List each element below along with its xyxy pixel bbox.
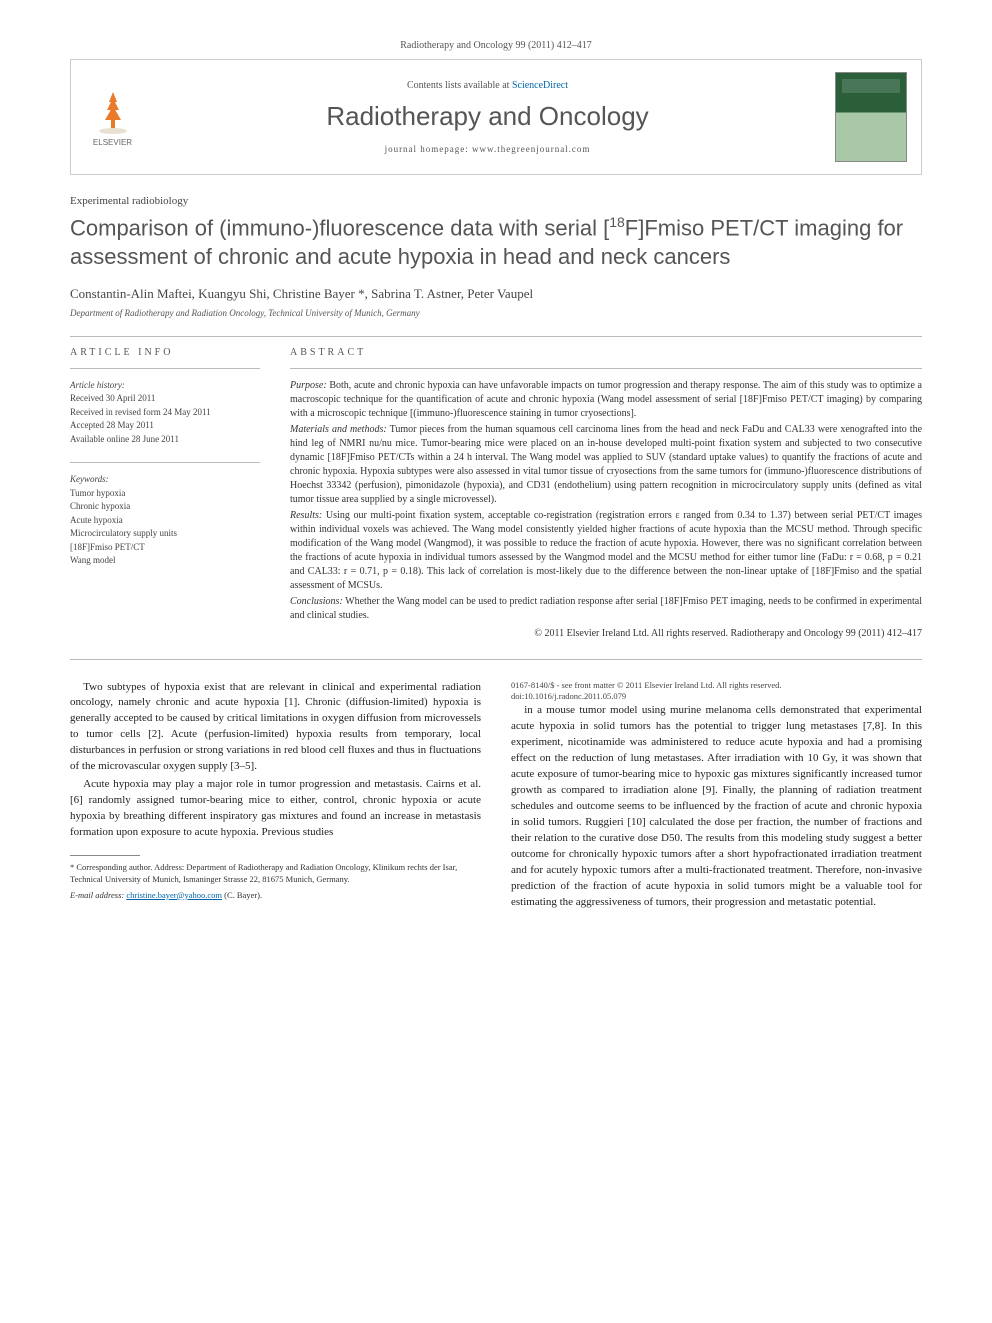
abstract-heading: ABSTRACT xyxy=(290,347,922,358)
email-footnote: E-mail address: christine.bayer@yahoo.co… xyxy=(70,890,481,902)
article-info-column: ARTICLE INFO Article history: Received 3… xyxy=(70,347,260,641)
contents-prefix: Contents lists available at xyxy=(407,80,512,91)
keywords-label: Keywords: xyxy=(70,473,260,487)
keyword: Wang model xyxy=(70,554,260,568)
authors-line: Constantin-Alin Maftei, Kuangyu Shi, Chr… xyxy=(70,286,922,302)
body-paragraph-3: in a mouse tumor model using murine mela… xyxy=(511,703,922,910)
citation-header: Radiotherapy and Oncology 99 (2011) 412–… xyxy=(70,40,922,51)
banner-center: Contents lists available at ScienceDirec… xyxy=(140,80,835,154)
body-paragraph-2: Acute hypoxia may play a major role in t… xyxy=(70,777,481,841)
body-paragraph-1: Two subtypes of hypoxia exist that are r… xyxy=(70,680,481,776)
contents-available-line: Contents lists available at ScienceDirec… xyxy=(140,80,835,91)
homepage-prefix: journal homepage: xyxy=(385,144,472,154)
keyword: Microcirculatory supply units xyxy=(70,527,260,541)
history-line: Accepted 28 May 2011 xyxy=(70,419,260,433)
corr-label: * Corresponding author. xyxy=(70,862,152,872)
history-line: Received in revised form 24 May 2011 xyxy=(70,406,260,420)
affiliation: Department of Radiotherapy and Radiation… xyxy=(70,308,922,318)
footer-line-1: 0167-8140/$ - see front matter © 2011 El… xyxy=(511,680,922,692)
history-line: Available online 28 June 2011 xyxy=(70,433,260,447)
article-info-heading: ARTICLE INFO xyxy=(70,347,260,358)
history-line: Received 30 April 2011 xyxy=(70,392,260,406)
abstract-column: ABSTRACT Purpose: Both, acute and chroni… xyxy=(290,347,922,641)
page-footer: 0167-8140/$ - see front matter © 2011 El… xyxy=(511,680,922,704)
email-link[interactable]: christine.bayer@yahoo.com xyxy=(126,890,222,900)
article-title: Comparison of (immuno-)fluorescence data… xyxy=(70,213,922,272)
history-label: Article history: xyxy=(70,379,260,393)
homepage-url: www.thegreenjournal.com xyxy=(472,144,590,154)
abstract-copyright: © 2011 Elsevier Ireland Ltd. All rights … xyxy=(290,627,922,641)
publisher-name: ELSEVIER xyxy=(93,138,132,147)
info-divider-2 xyxy=(70,462,260,463)
abstract-text: Purpose: Both, acute and chronic hypoxia… xyxy=(290,379,922,641)
title-pre: Comparison of (immuno-)fluorescence data… xyxy=(70,215,609,240)
journal-cover-thumbnail xyxy=(835,72,907,162)
purpose-text: Both, acute and chronic hypoxia can have… xyxy=(290,380,922,419)
email-label: E-mail address: xyxy=(70,890,124,900)
journal-name: Radiotherapy and Oncology xyxy=(140,101,835,132)
corresponding-author-footnote: * Corresponding author. Address: Departm… xyxy=(70,862,481,886)
publisher-logo: ELSEVIER xyxy=(85,88,140,147)
keyword: [18F]Fmiso PET/CT xyxy=(70,541,260,555)
info-abstract-row: ARTICLE INFO Article history: Received 3… xyxy=(70,347,922,641)
article-history-block: Article history: Received 30 April 2011 … xyxy=(70,379,260,447)
elsevier-tree-icon xyxy=(89,88,137,136)
keyword: Chronic hypoxia xyxy=(70,500,260,514)
body-text: Two subtypes of hypoxia exist that are r… xyxy=(70,680,922,915)
keyword: Acute hypoxia xyxy=(70,514,260,528)
conclusions-label: Conclusions: xyxy=(290,596,343,607)
journal-banner: ELSEVIER Contents lists available at Sci… xyxy=(70,59,922,175)
conclusions-text: Whether the Wang model can be used to pr… xyxy=(290,596,922,621)
sciencedirect-link[interactable]: ScienceDirect xyxy=(512,80,568,91)
methods-text: Tumor pieces from the human squamous cel… xyxy=(290,424,922,505)
keyword: Tumor hypoxia xyxy=(70,487,260,501)
purpose-label: Purpose: xyxy=(290,380,327,391)
email-name: (C. Bayer). xyxy=(224,890,262,900)
keywords-block: Keywords: Tumor hypoxia Chronic hypoxia … xyxy=(70,473,260,568)
title-superscript: 18 xyxy=(609,214,625,230)
methods-label: Materials and methods: xyxy=(290,424,387,435)
abstract-divider xyxy=(290,368,922,369)
homepage-line: journal homepage: www.thegreenjournal.co… xyxy=(140,144,835,154)
footnote-divider xyxy=(70,855,140,856)
info-divider-1 xyxy=(70,368,260,369)
results-text: Using our multi-point fixation system, a… xyxy=(290,510,922,591)
footer-doi: doi:10.1016/j.radonc.2011.05.079 xyxy=(511,691,922,703)
divider-top xyxy=(70,336,922,337)
divider-bottom xyxy=(70,659,922,660)
section-label: Experimental radiobiology xyxy=(70,195,922,207)
results-label: Results: xyxy=(290,510,322,521)
